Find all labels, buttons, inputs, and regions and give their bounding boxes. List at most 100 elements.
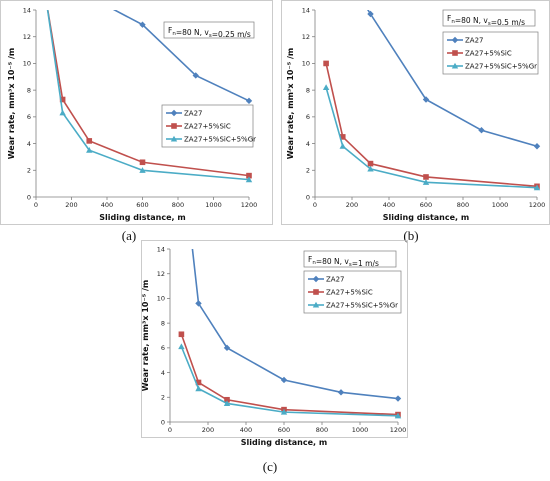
data-point-s3-3 [367, 165, 374, 172]
data-point-s3-5 [533, 184, 541, 191]
x-tick-label: 200 [65, 201, 77, 209]
x-tick-label: 1200 [390, 426, 407, 434]
series-line-1 [367, 10, 538, 148]
y-tick-label: 4 [27, 140, 31, 148]
x-tick-label: 800 [172, 201, 184, 209]
y-tick-label: 14 [302, 6, 310, 14]
data-point-s2-2 [59, 96, 66, 103]
y-tick-label: 2 [306, 167, 310, 175]
series-line-2 [325, 63, 538, 188]
data-point-s3-3 [86, 147, 93, 153]
data-point-s2-2 [195, 379, 202, 386]
y-tick-label: 6 [27, 113, 31, 121]
chart-panel-2: 0 200 400 600 800 1000 1200 0 2 4 6 8 10 12 14 Sliding … [281, 0, 550, 225]
legend-marker-2 [313, 289, 319, 295]
x-tick-label: 600 [420, 201, 432, 209]
legend-entry-2: ZA27+5%SiC [326, 289, 373, 297]
legend-entry-3: ZA27+5%SiC+5%Gr [465, 63, 537, 71]
data-point-s2-1 [178, 331, 185, 338]
data-point-s3-2 [339, 143, 346, 149]
data-point-s1-6 [394, 395, 402, 402]
legend-marker-2 [171, 123, 177, 129]
test-condition-box [303, 250, 397, 268]
data-point-s2-3 [224, 396, 230, 403]
x-axis-title: Sliding distance, m [241, 438, 327, 447]
x-tick-label: 400 [240, 426, 252, 434]
x-tick-label: 800 [457, 201, 469, 209]
legend-marker-1 [170, 109, 178, 117]
series-line-1 [191, 249, 399, 400]
data-point-s1-5 [337, 389, 345, 396]
data-point-s3-1 [178, 343, 185, 350]
x-tick-label: 400 [101, 201, 113, 209]
data-point-s2-1 [323, 60, 329, 67]
legend-marker-1 [312, 275, 320, 283]
data-point-s1-6 [245, 97, 253, 105]
x-tick-label: 0 [34, 201, 38, 209]
data-point-s3-4 [422, 179, 430, 185]
legend-entry-3: ZA27+5%SiC+5%Gr [326, 302, 398, 310]
data-point-s1-4 [280, 376, 288, 384]
data-point-s1-5 [478, 127, 485, 134]
y-tick-label: 0 [27, 193, 31, 201]
data-point-s3-3 [223, 400, 231, 407]
y-tick-label: 8 [27, 86, 31, 94]
x-axis-title: Sliding distance, m [383, 213, 469, 222]
data-point-s1-2 [195, 300, 202, 307]
panel-caption-2: (b) [403, 228, 418, 243]
plot-area [178, 147, 402, 419]
data-point-s3-1 [43, 0, 49, 6]
data-point-s3-1 [322, 84, 330, 91]
x-tick-label: 200 [202, 426, 214, 434]
legend-marker-3 [170, 135, 178, 142]
y-tick-label: 0 [306, 193, 310, 201]
x-tick-label: 800 [316, 426, 328, 434]
y-tick-label: 10 [157, 295, 165, 303]
y-tick-label: 14 [23, 6, 31, 14]
legend-entry-2: ZA27+5%SiC [184, 123, 231, 131]
y-tick-label: 2 [161, 394, 165, 402]
y-axis-title: Wear rate, mm³x 10⁻⁵ /m [141, 280, 150, 392]
y-tick-label: 10 [302, 60, 310, 68]
legend-marker-1 [451, 36, 459, 44]
chart-frame [141, 240, 408, 438]
data-point-s1-6 [533, 143, 541, 150]
y-tick-label: 4 [161, 369, 165, 377]
chart-frame [0, 0, 273, 225]
legend-marker-2 [452, 50, 458, 56]
data-point-s3-5 [245, 176, 253, 183]
data-point-s1-1 [178, 147, 184, 153]
y-tick-label: 12 [23, 33, 31, 41]
legend-marker-3 [451, 62, 459, 69]
x-tick-label: 600 [136, 201, 148, 209]
y-axis-title: Wear rate, mm³x 10⁻⁵ /m [7, 48, 16, 160]
test-condition-label: Fn=80 N, vs=1 m/s [308, 255, 379, 268]
data-point-s1-4 [422, 96, 430, 103]
y-tick-label: 8 [161, 319, 165, 327]
test-condition-label: Fn=80 N, vs=0.5 m/s [447, 14, 525, 27]
x-tick-label: 0 [313, 201, 317, 209]
x-tick-label: 1200 [241, 201, 258, 209]
y-axis-title: Wear rate, mm³x 10⁻⁵ /m [286, 48, 295, 160]
y-tick-label: 6 [161, 344, 165, 352]
plot-area [43, 0, 253, 183]
legend-entry-1: ZA27 [465, 37, 484, 45]
data-point-s2-5 [246, 172, 252, 179]
x-tick-label: 600 [278, 426, 290, 434]
data-point-s1-3 [223, 344, 231, 352]
data-point-s2-3 [86, 138, 93, 144]
data-point-s1-5 [192, 72, 199, 79]
data-point-s2-4 [423, 174, 429, 180]
x-tick-label: 1000 [352, 426, 369, 434]
data-point-s2-1 [44, 1, 50, 7]
chart-panel-3: 0 200 400 600 800 1000 120002468101214Sliding … [141, 147, 408, 447]
plot-area [322, 10, 541, 191]
legend-entry-1: ZA27 [184, 110, 203, 118]
test-condition-box [442, 9, 536, 27]
data-point-s3-2 [59, 109, 66, 116]
series-line-1 [112, 10, 250, 102]
x-tick-label: 400 [383, 201, 395, 209]
series-line-2 [180, 333, 399, 416]
y-tick-label: 4 [306, 140, 310, 148]
